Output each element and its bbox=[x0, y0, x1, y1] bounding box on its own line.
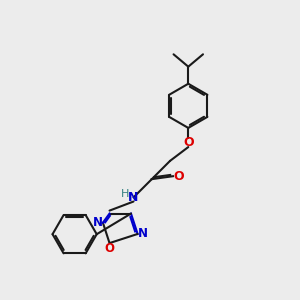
Text: N: N bbox=[93, 216, 103, 229]
Text: O: O bbox=[183, 136, 194, 149]
Text: H: H bbox=[121, 190, 129, 200]
Text: O: O bbox=[173, 170, 184, 183]
Text: N: N bbox=[128, 191, 139, 204]
Text: O: O bbox=[104, 242, 115, 256]
Text: N: N bbox=[138, 227, 148, 241]
